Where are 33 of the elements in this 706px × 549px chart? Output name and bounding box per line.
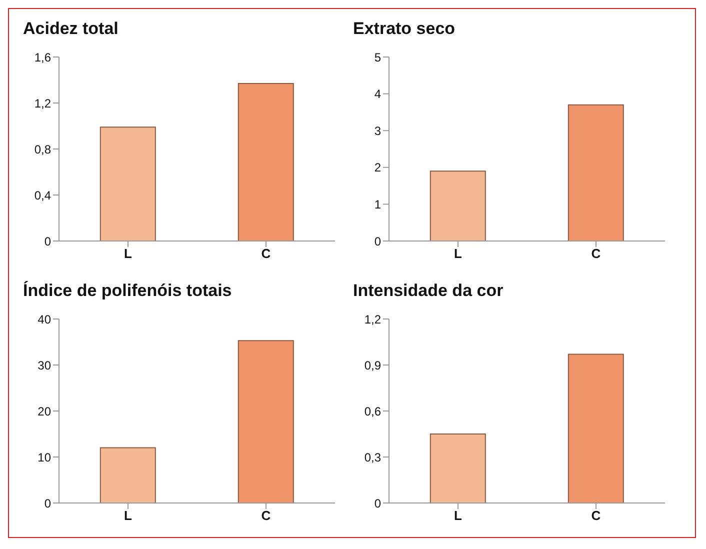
x-tick-label: C: [591, 246, 602, 262]
x-tick-label: C: [591, 508, 602, 524]
y-tick-label: 0: [374, 496, 382, 510]
y-tick-label: 10: [38, 450, 52, 464]
y-tick-label: 1,6: [34, 50, 52, 64]
y-tick-label: 0,9: [364, 358, 382, 372]
y-tick-label: 1: [374, 197, 382, 212]
y-tick-label: 0: [44, 496, 52, 510]
x-tick-label: C: [261, 246, 272, 262]
y-tick-label: 20: [38, 404, 52, 418]
y-tick-label: 3: [374, 124, 382, 138]
chart-title: Intensidade da cor: [352, 280, 504, 302]
x-tick-label: L: [124, 508, 132, 524]
y-tick-label: 0,8: [34, 142, 52, 156]
chart-title: Acidez total: [22, 18, 120, 40]
y-tick-label: 0: [374, 234, 382, 248]
x-tick-label: L: [454, 246, 462, 262]
y-tick-label: 5: [374, 50, 382, 64]
x-tick-label: L: [454, 508, 462, 524]
y-tick-label: 0,3: [364, 450, 382, 464]
y-tick-label: 30: [38, 358, 52, 372]
y-tick-label: 0: [44, 234, 52, 248]
y-tick-label: 0,6: [364, 404, 382, 418]
y-tick-label: 1,2: [364, 312, 382, 326]
y-tick-label: 40: [38, 312, 52, 326]
x-tick-label: C: [261, 508, 272, 524]
x-tick-label: L: [124, 246, 132, 262]
chart-title: Extrato seco: [352, 18, 456, 40]
y-tick-label: 4: [374, 87, 382, 102]
chart-title: Índice de polifenóis totais: [22, 280, 233, 302]
y-tick-label: 0,4: [34, 188, 52, 202]
y-tick-label: 1,2: [34, 96, 52, 110]
y-tick-label: 2: [374, 160, 382, 175]
